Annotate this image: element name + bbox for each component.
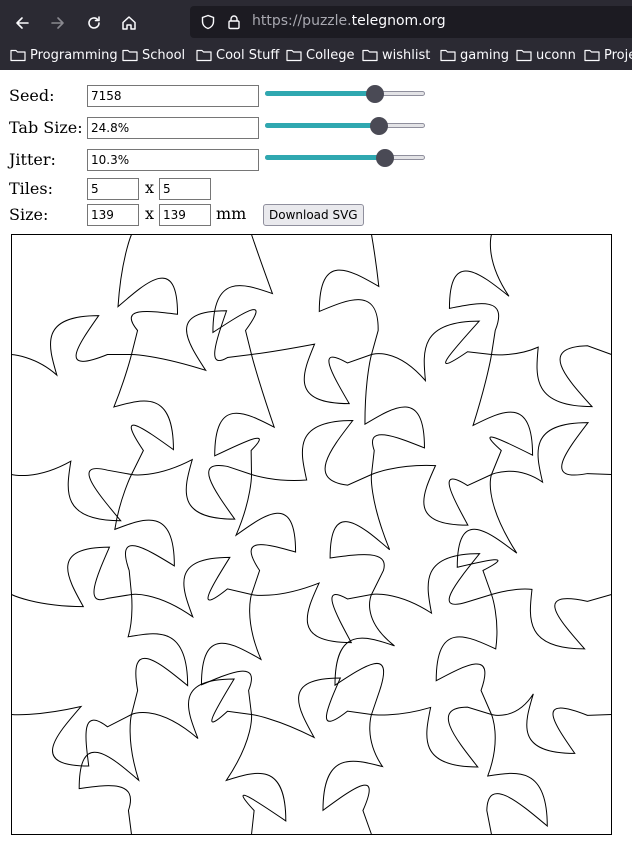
download-svg-button[interactable]: Download SVG [263,204,364,226]
folder-icon [196,49,212,62]
bookmark-label: College [306,47,355,63]
size-unit: mm [216,204,247,223]
puzzle-vertical-cut [78,234,189,835]
bookmark-projects[interactable]: Proje [584,46,632,64]
puzzle-horizontal-cut [11,310,612,408]
slider-thumb[interactable] [376,149,394,167]
back-button[interactable] [9,10,35,36]
folder-icon [516,49,532,62]
puzzle-cut-lines [11,234,612,835]
forward-button[interactable] [45,10,71,36]
tab-size-slider[interactable] [265,117,425,139]
bookmark-label: School [142,47,186,63]
size-separator: x [145,204,155,223]
lock-icon[interactable] [226,14,242,30]
url-text[interactable]: https://puzzle.telegnom.org [252,13,446,29]
bookmark-label: Proje [604,47,632,63]
puzzle-canvas [11,234,612,835]
bookmark-gaming[interactable]: gaming [440,46,509,64]
seed-slider[interactable] [265,85,425,107]
browser-chrome: https://puzzle.telegnom.org Programming … [0,0,632,70]
tiles-x-input[interactable] [87,178,139,200]
tab-size-input[interactable] [87,117,259,139]
bookmark-label: gaming [460,47,509,63]
jitter-label: Jitter: [9,150,56,169]
url-bar[interactable]: https://puzzle.telegnom.org [190,6,632,38]
bookmark-uconn[interactable]: uconn [516,46,576,64]
tiles-y-input[interactable] [159,178,211,200]
bookmark-label: uconn [536,47,576,63]
jitter-slider[interactable] [265,149,425,171]
bookmark-label: Cool Stuff [216,47,280,63]
puzzle-vertical-cut [200,234,297,835]
shield-icon[interactable] [200,14,216,30]
seed-label: Seed: [9,86,55,105]
folder-icon [440,49,456,62]
folder-icon [286,49,302,62]
bookmark-programming[interactable]: Programming [10,46,118,64]
bookmark-college[interactable]: College [286,46,355,64]
slider-fill [265,123,379,128]
puzzle-vertical-cut [435,234,548,835]
tab-size-label: Tab Size: [9,118,83,137]
puzzle-border [11,234,612,835]
home-button[interactable] [116,10,142,36]
forward-arrow-icon [51,17,64,29]
puzzle-horizontal-cut [11,546,612,650]
slider-thumb[interactable] [369,117,388,135]
tiles-label: Tiles: [9,179,53,198]
puzzle-horizontal-cut [11,677,612,768]
size-label: Size: [9,205,49,224]
folder-icon [362,49,378,62]
jitter-input[interactable] [87,149,259,171]
seed-input[interactable] [87,85,259,107]
bookmark-label: Programming [30,47,118,63]
tiles-separator: x [145,178,155,197]
folder-icon [584,49,600,62]
url-host: telegnom.org [351,13,446,29]
folder-icon [10,49,26,62]
bookmark-wishlist[interactable]: wishlist [362,46,430,64]
reload-icon [88,16,100,29]
folder-icon [122,49,138,62]
puzzle-horizontal-cut [11,419,612,526]
size-y-input[interactable] [159,204,211,226]
url-prefix: https://puzzle. [252,13,352,29]
slider-thumb[interactable] [366,85,385,103]
bookmarks-bar: Programming School Cool Stuff College wi… [0,42,632,68]
size-x-input[interactable] [87,204,139,226]
back-arrow-icon [16,17,29,29]
reload-button[interactable] [81,10,107,36]
bookmark-school[interactable]: School [122,46,185,64]
slider-fill [265,91,376,96]
puzzle-vertical-cut [318,234,425,835]
bookmark-cool-stuff[interactable]: Cool Stuff [196,46,279,64]
home-icon [122,16,136,30]
slider-fill [265,155,385,160]
bookmark-label: wishlist [382,47,431,63]
